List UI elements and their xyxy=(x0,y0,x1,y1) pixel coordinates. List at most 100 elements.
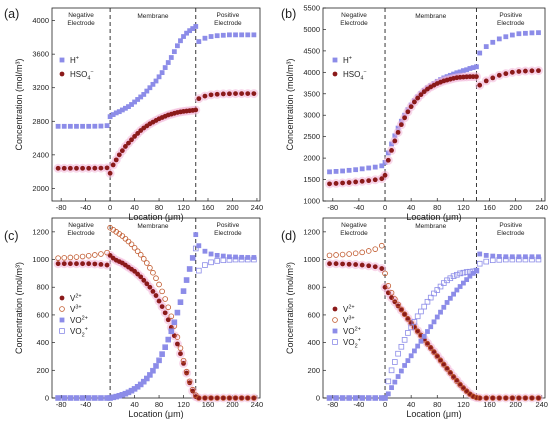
x-tick-label: 120 xyxy=(177,400,190,409)
data-point xyxy=(134,248,141,255)
data-point xyxy=(123,144,128,149)
data-point xyxy=(61,261,67,267)
data-point xyxy=(135,384,141,390)
y-tick-label: 200 xyxy=(307,366,320,375)
series-0 xyxy=(327,30,541,175)
data-point xyxy=(86,261,92,267)
data-point xyxy=(359,395,365,401)
data-point xyxy=(193,24,199,29)
x-tick-label: 0 xyxy=(108,203,112,212)
data-point xyxy=(353,395,359,401)
data-point xyxy=(238,395,245,401)
data-point xyxy=(208,395,214,401)
data-point xyxy=(220,91,226,97)
data-point xyxy=(226,257,233,263)
region-label: Positive Electrode xyxy=(497,222,525,237)
data-point xyxy=(175,43,180,49)
data-point xyxy=(140,256,147,262)
data-point xyxy=(110,394,116,401)
data-point xyxy=(159,351,165,357)
data-point xyxy=(137,251,144,258)
x-tick-label: -40 xyxy=(80,203,91,212)
data-point xyxy=(178,300,183,305)
data-point xyxy=(184,370,189,376)
data-point xyxy=(116,109,122,115)
data-point xyxy=(123,105,128,111)
data-point xyxy=(150,288,156,294)
x-tick-label: 240 xyxy=(535,400,548,409)
data-point xyxy=(418,92,424,98)
data-point xyxy=(165,60,171,65)
data-point xyxy=(168,55,174,60)
data-point xyxy=(177,345,184,351)
data-point xyxy=(450,374,457,381)
data-point xyxy=(372,246,379,252)
legend-marker xyxy=(332,306,338,312)
data-point xyxy=(159,288,165,295)
data-point xyxy=(392,138,398,144)
x-tick-label: 40 xyxy=(407,400,415,409)
x-tick-label: 200 xyxy=(226,400,239,409)
data-point xyxy=(140,378,147,385)
data-point xyxy=(220,253,226,259)
data-point xyxy=(214,395,220,401)
data-point xyxy=(395,374,401,379)
data-point xyxy=(503,256,509,263)
data-point xyxy=(476,260,483,267)
data-point xyxy=(193,232,199,238)
data-point xyxy=(187,28,193,34)
data-point xyxy=(141,379,147,385)
data-point xyxy=(477,50,483,56)
data-point xyxy=(156,357,162,364)
legend-marker xyxy=(59,306,65,312)
data-point xyxy=(119,107,125,113)
data-point xyxy=(483,395,489,401)
data-point xyxy=(414,328,421,335)
data-point xyxy=(509,32,515,38)
data-point xyxy=(92,252,98,258)
data-point xyxy=(183,368,190,375)
data-point xyxy=(333,395,339,401)
data-point xyxy=(119,392,126,398)
data-point xyxy=(135,131,141,136)
data-point xyxy=(496,257,503,263)
data-point xyxy=(187,266,193,272)
data-point xyxy=(153,363,159,369)
data-point xyxy=(424,341,431,347)
data-point xyxy=(425,329,430,334)
data-point xyxy=(129,137,134,143)
data-point xyxy=(333,181,339,186)
data-point xyxy=(346,395,352,401)
panel-label: (d) xyxy=(281,229,296,243)
data-point xyxy=(346,261,352,267)
data-point xyxy=(431,290,437,297)
data-point xyxy=(427,345,434,351)
data-point xyxy=(529,395,535,401)
data-point xyxy=(516,69,522,74)
data-point xyxy=(434,353,441,360)
data-point xyxy=(401,337,408,343)
legend-marker xyxy=(59,71,65,77)
data-point xyxy=(395,350,401,357)
data-point xyxy=(460,269,467,276)
y-tick-label: 400 xyxy=(307,338,320,347)
data-point xyxy=(477,251,483,257)
data-point xyxy=(67,165,73,171)
data-point xyxy=(150,269,156,276)
data-point xyxy=(104,262,110,268)
legend-label: V2+ xyxy=(70,294,82,304)
data-point xyxy=(379,395,385,401)
data-point xyxy=(107,395,113,401)
y-tick-label: 1000 xyxy=(303,255,320,264)
data-point xyxy=(67,254,74,261)
y-tick-label: 2400 xyxy=(32,150,49,159)
legend-label: VO2+ xyxy=(70,316,88,326)
legend-label: VO2+ xyxy=(70,327,88,339)
data-point xyxy=(180,288,187,294)
data-point xyxy=(196,39,202,44)
data-point xyxy=(104,395,110,401)
data-point xyxy=(135,271,141,277)
data-point xyxy=(85,395,92,401)
data-point xyxy=(365,248,372,254)
